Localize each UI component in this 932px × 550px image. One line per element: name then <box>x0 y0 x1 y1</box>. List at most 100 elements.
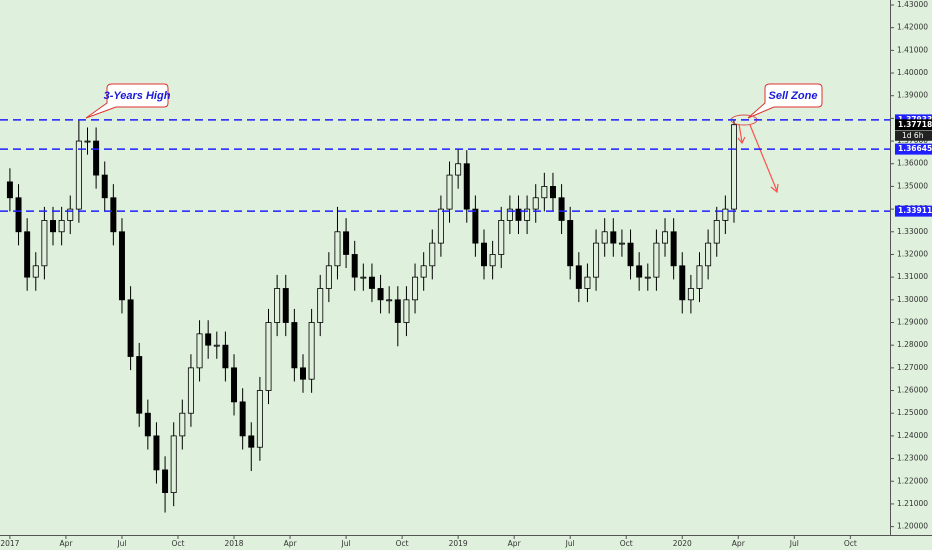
candle-body <box>360 276 367 279</box>
candle-body <box>549 186 556 199</box>
candle-body <box>377 288 384 301</box>
candle-body <box>162 469 169 493</box>
x-tick-label: Apr <box>508 539 522 548</box>
candle-body <box>334 231 341 267</box>
candle-body <box>248 435 255 448</box>
candle-body <box>584 276 591 289</box>
annotation-text: 3-Years High <box>104 90 171 102</box>
x-tick-label: Oct <box>396 539 409 548</box>
candle-body <box>636 265 643 278</box>
candle-body <box>144 412 151 437</box>
x-tick-label: Apr <box>284 539 298 548</box>
candle-body <box>541 186 548 199</box>
y-tick-label: 1.35000 <box>897 181 928 190</box>
y-tick-label: 1.33000 <box>897 227 928 236</box>
candle-body <box>386 299 393 302</box>
candle-body <box>300 367 306 380</box>
x-tick-label: Apr <box>732 539 746 548</box>
y-tick-label: 1.42000 <box>897 23 928 32</box>
level-label: 1.33911 <box>898 206 932 215</box>
x-tick-label: Oct <box>844 539 857 548</box>
candle-body <box>489 254 496 267</box>
candle-body <box>403 299 410 323</box>
y-tick-label: 1.39000 <box>897 91 928 100</box>
candle-body <box>455 163 462 176</box>
candle-body <box>179 412 186 437</box>
candle-body <box>222 344 229 369</box>
candle-body <box>41 220 48 267</box>
candle-body <box>325 265 332 289</box>
candle-body <box>618 242 625 245</box>
candle-body <box>679 265 686 301</box>
candle-body <box>713 220 720 244</box>
y-tick-label: 1.30000 <box>897 295 928 304</box>
x-tick-label: 2018 <box>224 539 243 548</box>
candle-body <box>118 231 125 301</box>
candle-body <box>343 231 350 255</box>
x-tick-label: 2020 <box>673 539 692 548</box>
y-tick-label: 1.25000 <box>897 408 928 417</box>
candle-body <box>15 197 22 233</box>
candle-body <box>532 197 539 210</box>
candle-body <box>84 140 91 143</box>
y-tick-label: 1.28000 <box>897 340 928 349</box>
candle-body <box>291 322 298 369</box>
candle-body <box>101 174 108 199</box>
x-tick-label: Apr <box>59 539 73 548</box>
y-tick-label: 1.22000 <box>897 476 928 485</box>
arrow <box>738 123 743 143</box>
candle-body <box>351 254 358 278</box>
x-tick-label: 2019 <box>449 539 468 548</box>
candle-body <box>153 435 160 471</box>
x-tick-label: Jul <box>341 539 351 548</box>
candle-body <box>93 140 100 176</box>
candle-body <box>670 231 677 267</box>
candle-body <box>67 208 74 221</box>
candle-body <box>722 208 729 221</box>
arrow <box>749 124 778 192</box>
arrow-head <box>770 183 779 194</box>
candle-body <box>558 197 565 221</box>
arrow-head <box>737 136 746 145</box>
x-tick-label: Oct <box>172 539 185 548</box>
x-tick-label: Oct <box>620 539 633 548</box>
y-tick-label: 1.29000 <box>897 317 928 326</box>
candle-body <box>515 208 522 221</box>
candle-body <box>567 220 574 267</box>
candle-body <box>24 231 31 278</box>
candle-body <box>239 401 246 437</box>
x-tick-label: Jul <box>789 539 799 548</box>
last-price-box <box>895 119 932 131</box>
y-tick-label: 1.32000 <box>897 249 928 258</box>
y-tick-label: 1.23000 <box>897 454 928 463</box>
y-tick-label: 1.36000 <box>897 159 928 168</box>
candle-body <box>420 265 427 278</box>
candle-body <box>601 231 608 244</box>
candle-body <box>463 163 470 210</box>
y-tick-label: 1.40000 <box>897 68 928 77</box>
y-tick-label: 1.41000 <box>897 45 928 54</box>
candle-body <box>524 208 531 221</box>
y-tick-label: 1.20000 <box>897 522 928 531</box>
level-label-box <box>895 143 932 155</box>
candle-body <box>196 333 203 369</box>
y-tick-label: 1.21000 <box>897 499 928 508</box>
y-tick-label: 1.26000 <box>897 386 928 395</box>
candle-body <box>705 242 712 267</box>
candle-body <box>205 333 212 346</box>
candle-body <box>481 242 487 267</box>
candle-body <box>187 367 194 414</box>
candle-body <box>412 276 419 301</box>
annotation-3-years-high: 3-Years High <box>85 83 171 119</box>
candle-body <box>662 231 669 244</box>
candle-body <box>446 174 453 210</box>
candle-body <box>308 322 315 380</box>
candle-body <box>58 220 65 233</box>
candle-body <box>231 367 238 403</box>
candle-body <box>593 242 600 278</box>
y-tick-label: 1.31000 <box>897 272 928 281</box>
callout-box <box>747 83 823 119</box>
callout-box <box>85 83 169 119</box>
